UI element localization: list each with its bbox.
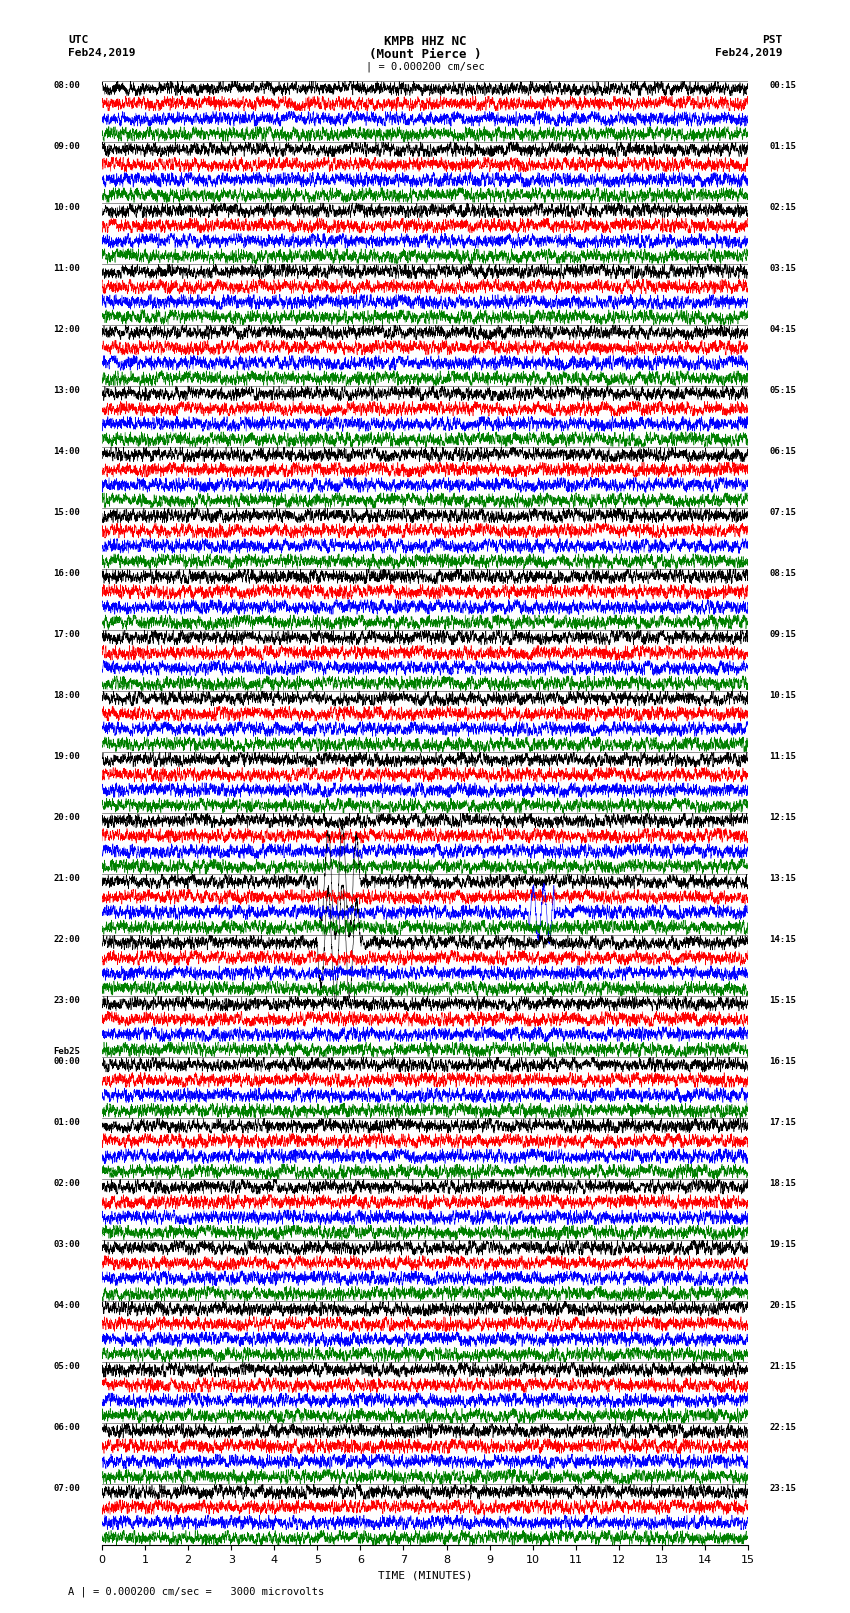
Text: 11:00: 11:00 [54, 265, 81, 273]
Text: 14:00: 14:00 [54, 447, 81, 456]
Text: 17:00: 17:00 [54, 631, 81, 639]
Text: 10:15: 10:15 [769, 690, 796, 700]
Text: 20:00: 20:00 [54, 813, 81, 823]
Text: 19:00: 19:00 [54, 752, 81, 761]
Text: Feb25: Feb25 [54, 1047, 81, 1055]
Text: 01:15: 01:15 [769, 142, 796, 150]
Text: (Mount Pierce ): (Mount Pierce ) [369, 48, 481, 61]
Text: 12:00: 12:00 [54, 324, 81, 334]
Text: 04:00: 04:00 [54, 1302, 81, 1310]
Text: 02:00: 02:00 [54, 1179, 81, 1189]
Text: 22:00: 22:00 [54, 936, 81, 944]
Text: Feb24,2019: Feb24,2019 [68, 48, 135, 58]
Text: 18:15: 18:15 [769, 1179, 796, 1189]
Text: 07:15: 07:15 [769, 508, 796, 516]
Text: 16:00: 16:00 [54, 569, 81, 577]
Text: 06:00: 06:00 [54, 1423, 81, 1432]
Text: 12:15: 12:15 [769, 813, 796, 823]
Text: 05:15: 05:15 [769, 386, 796, 395]
Text: KMPB HHZ NC: KMPB HHZ NC [383, 35, 467, 48]
Text: 04:15: 04:15 [769, 324, 796, 334]
Text: 09:15: 09:15 [769, 631, 796, 639]
Text: 02:15: 02:15 [769, 203, 796, 211]
X-axis label: TIME (MINUTES): TIME (MINUTES) [377, 1571, 473, 1581]
Text: 19:15: 19:15 [769, 1240, 796, 1248]
Text: 23:15: 23:15 [769, 1484, 796, 1494]
Text: Feb24,2019: Feb24,2019 [715, 48, 782, 58]
Text: UTC: UTC [68, 35, 88, 45]
Text: 22:15: 22:15 [769, 1423, 796, 1432]
Text: 21:00: 21:00 [54, 874, 81, 882]
Text: 15:00: 15:00 [54, 508, 81, 516]
Text: 01:00: 01:00 [54, 1118, 81, 1127]
Text: 17:15: 17:15 [769, 1118, 796, 1127]
Text: 00:15: 00:15 [769, 81, 796, 90]
Text: 05:00: 05:00 [54, 1361, 81, 1371]
Text: 03:00: 03:00 [54, 1240, 81, 1248]
Text: 07:00: 07:00 [54, 1484, 81, 1494]
Text: 06:15: 06:15 [769, 447, 796, 456]
Text: 20:15: 20:15 [769, 1302, 796, 1310]
Text: 14:15: 14:15 [769, 936, 796, 944]
Text: A | = 0.000200 cm/sec =   3000 microvolts: A | = 0.000200 cm/sec = 3000 microvolts [68, 1586, 324, 1597]
Text: 08:00: 08:00 [54, 81, 81, 90]
Text: 00:00: 00:00 [54, 1057, 81, 1066]
Text: 09:00: 09:00 [54, 142, 81, 150]
Text: 21:15: 21:15 [769, 1361, 796, 1371]
Text: 11:15: 11:15 [769, 752, 796, 761]
Text: 08:15: 08:15 [769, 569, 796, 577]
Text: | = 0.000200 cm/sec: | = 0.000200 cm/sec [366, 61, 484, 73]
Text: 23:00: 23:00 [54, 997, 81, 1005]
Text: 03:15: 03:15 [769, 265, 796, 273]
Text: 13:00: 13:00 [54, 386, 81, 395]
Text: 13:15: 13:15 [769, 874, 796, 882]
Text: 10:00: 10:00 [54, 203, 81, 211]
Text: PST: PST [762, 35, 782, 45]
Text: 18:00: 18:00 [54, 690, 81, 700]
Text: 16:15: 16:15 [769, 1057, 796, 1066]
Text: 15:15: 15:15 [769, 997, 796, 1005]
